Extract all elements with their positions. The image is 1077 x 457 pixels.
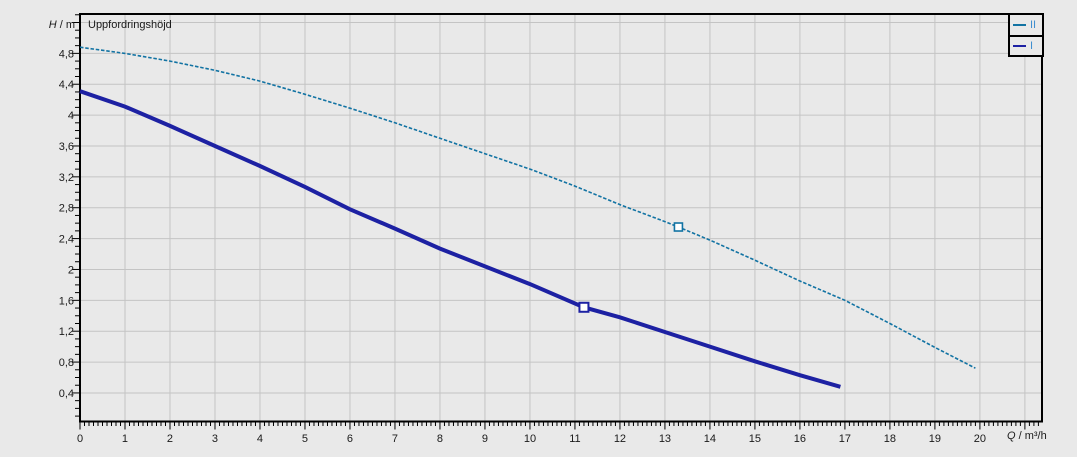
x-tick-label: 0	[77, 433, 83, 445]
x-tick-label: 1	[122, 433, 128, 445]
plot-border	[79, 13, 1043, 423]
y-tick-label: 2,8	[59, 203, 74, 215]
x-axis-label: Q / m³/h	[1007, 430, 1047, 443]
x-tick-label: 13	[659, 433, 671, 445]
x-axis-ticks: 0 1 2 3 4 5 6 7 8 9 10 11 12 13 14 15 16 17 18 19 20	[77, 422, 1039, 445]
y-tick-label: 2	[68, 264, 74, 276]
series-i-line-icon	[1013, 45, 1026, 47]
x-tick-label: 11	[569, 433, 580, 445]
x-tick-label: 5	[302, 433, 308, 445]
x-tick-label: 3	[212, 433, 218, 445]
duty-point-marker-II[interactable]	[673, 222, 684, 232]
y-tick-label: 4,8	[59, 48, 74, 60]
y-tick-label: 4,4	[59, 79, 74, 91]
y-tick-label: 4	[68, 110, 74, 122]
x-tick-label: 14	[704, 433, 716, 445]
curve-I[interactable]	[79, 89, 841, 389]
y-tick-label: 3,2	[59, 172, 74, 184]
duty-point-marker-I[interactable]	[578, 301, 590, 313]
legend-item-i[interactable]: I	[1010, 35, 1042, 55]
chart-title: Uppfordringshöjd	[88, 19, 172, 31]
y-tick-label: 1,6	[59, 295, 74, 307]
y-axis-unit: / m	[56, 19, 75, 31]
y-tick-label: 0,8	[59, 357, 74, 369]
x-tick-label: 9	[482, 433, 488, 445]
legend-label-ii: II	[1030, 19, 1037, 31]
x-tick-label: 15	[749, 433, 761, 445]
x-tick-label: 2	[167, 433, 173, 445]
x-tick-label: 10	[524, 433, 536, 445]
chart-legend: II I	[1008, 13, 1044, 57]
x-tick-label: 19	[929, 433, 941, 445]
x-tick-label: 12	[614, 433, 626, 445]
legend-item-ii[interactable]: II	[1010, 15, 1042, 35]
x-axis-variable: Q	[1007, 430, 1016, 442]
x-tick-label: 6	[347, 433, 353, 445]
series-ii-line-icon	[1013, 24, 1026, 26]
x-tick-label: 20	[974, 433, 986, 445]
x-tick-label: 18	[884, 433, 896, 445]
x-tick-label: 17	[839, 433, 851, 445]
y-axis-variable: H	[48, 19, 57, 31]
x-tick-label: 8	[437, 433, 443, 445]
legend-label-i: I	[1030, 40, 1034, 52]
y-tick-label: 1,2	[59, 326, 74, 338]
y-tick-label: 2,4	[59, 234, 74, 246]
grid	[80, 14, 1042, 422]
y-axis-label: H / m	[0, 19, 75, 32]
x-tick-label: 4	[257, 433, 263, 445]
curve-II[interactable]	[79, 46, 976, 369]
y-axis-ticks: 0,4 0,8 1,2 1,6 2 2,4 2,8 3,2 3,6 4 4,4 4,8	[59, 14, 79, 417]
y-tick-label: 3,6	[59, 141, 74, 153]
y-tick-label: 0,4	[59, 388, 74, 400]
x-tick-label: 7	[392, 433, 398, 445]
x-axis-unit: / m³/h	[1015, 430, 1047, 442]
x-tick-label: 16	[794, 433, 806, 445]
